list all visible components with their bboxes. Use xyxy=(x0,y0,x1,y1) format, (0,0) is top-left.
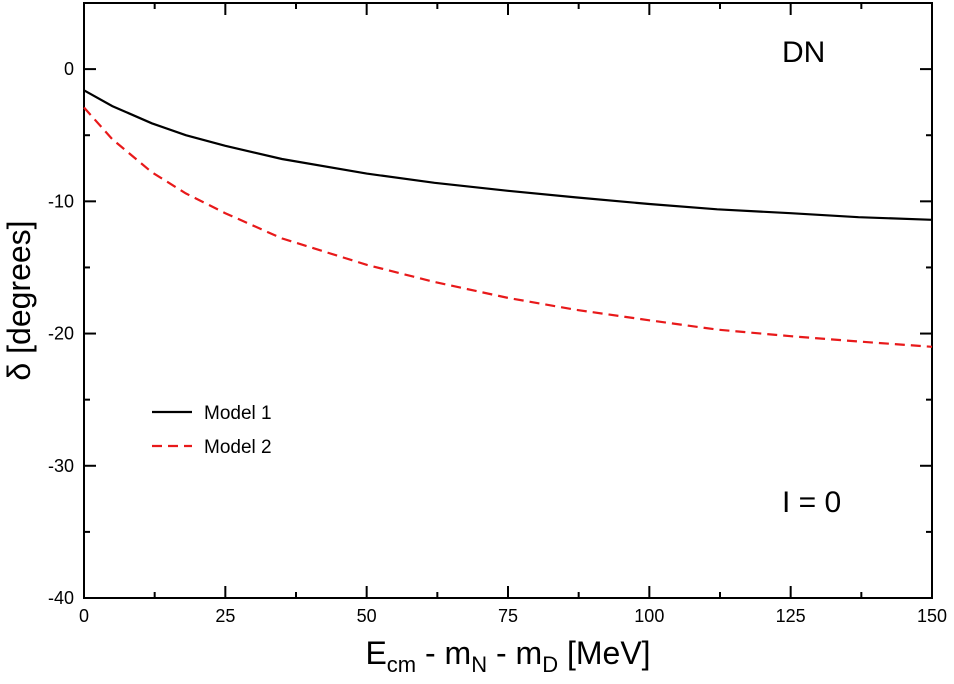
x-label-main: E xyxy=(365,635,386,671)
x-label-tail: [MeV] xyxy=(558,635,650,671)
y-tick-label: 0 xyxy=(64,59,74,79)
ticks-layer: 0 25 50 75 100 125 150 0 -10 -20 -30 -40 xyxy=(48,2,947,626)
x-tick-label: 150 xyxy=(917,606,947,626)
x-tick-label: 75 xyxy=(498,606,518,626)
x-tick-label: 25 xyxy=(215,606,235,626)
x-tick-label: 100 xyxy=(634,606,664,626)
y-tick-label: -10 xyxy=(48,191,74,211)
x-axis-label: Ecm - mN - mD [MeV] xyxy=(365,635,650,677)
x-label-mid2: - m xyxy=(487,635,542,671)
legend-label-model-1: Model 1 xyxy=(204,403,272,424)
x-tick-label: 0 xyxy=(79,606,89,626)
series-line-model-1 xyxy=(83,89,933,221)
series-layer xyxy=(83,89,933,348)
x-label-sub-d: D xyxy=(542,652,558,677)
legend: Model 1 Model 2 xyxy=(152,403,272,458)
x-label-mid1: - m xyxy=(416,635,471,671)
y-label-text: [degrees] xyxy=(1,220,37,362)
legend-label-model-2: Model 2 xyxy=(204,437,272,458)
x-tick-label: 50 xyxy=(357,606,377,626)
y-label-symbol: δ xyxy=(1,363,37,381)
y-tick-label: -40 xyxy=(48,588,74,608)
x-label-sub-cm: cm xyxy=(387,652,416,677)
x-tick-label: 125 xyxy=(776,606,806,626)
annotation-isospin: I = 0 xyxy=(782,486,841,519)
y-tick-label: -20 xyxy=(48,324,74,344)
annotation-dn: DN xyxy=(782,36,825,69)
series-line-model-2 xyxy=(83,106,933,348)
y-tick-label: -30 xyxy=(48,456,74,476)
y-axis-label: δ [degrees] xyxy=(1,220,37,380)
x-label-sub-n: N xyxy=(471,652,487,677)
